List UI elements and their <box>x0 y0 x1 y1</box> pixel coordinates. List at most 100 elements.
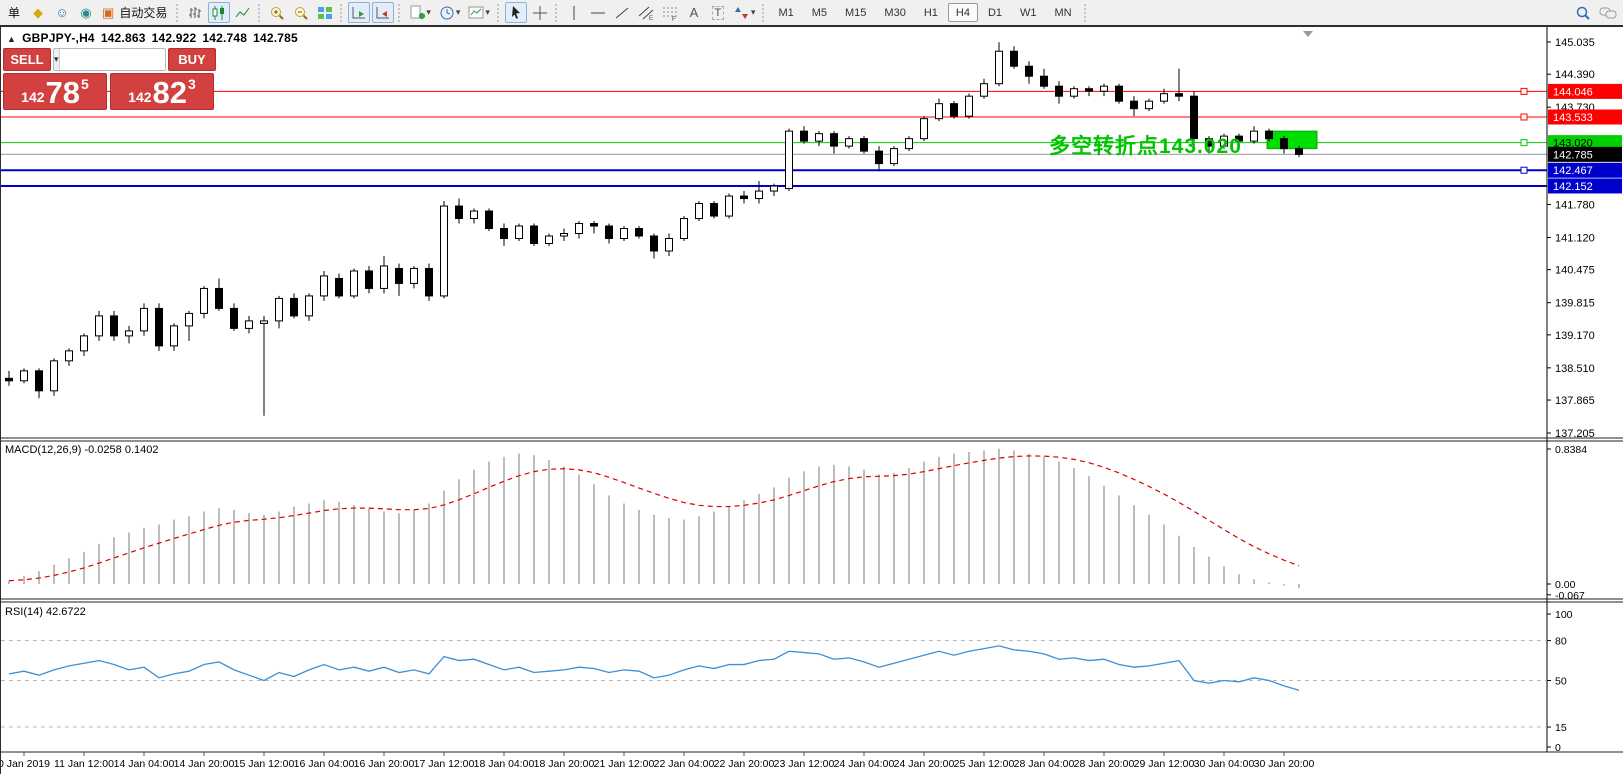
svg-text:29 Jan 12:00: 29 Jan 12:00 <box>1134 758 1195 770</box>
rsi-indicator-label: RSI(14) 42.6722 <box>5 606 86 618</box>
tf-mn[interactable]: MN <box>1054 6 1072 19</box>
tf-m30[interactable]: M30 <box>884 6 906 19</box>
search-icon[interactable] <box>1572 2 1594 23</box>
svg-text:28 Jan 04:00: 28 Jan 04:00 <box>1014 758 1075 770</box>
svg-text:0 Jan 2019: 0 Jan 2019 <box>1 758 50 770</box>
close-value: 142.785 <box>253 31 298 45</box>
low-value: 142.748 <box>202 31 248 45</box>
collapse-panel-icon[interactable]: ▲ <box>7 34 17 44</box>
line-chart-icon[interactable] <box>232 2 254 23</box>
auto-scroll-icon[interactable] <box>348 2 371 23</box>
svg-text:18 Jan 04:00: 18 Jan 04:00 <box>474 758 535 770</box>
svg-text:28 Jan 20:00: 28 Jan 20:00 <box>1074 758 1135 770</box>
periods-button[interactable]: ▾ <box>436 2 464 23</box>
tf-h1[interactable]: H1 <box>923 6 938 19</box>
buy-price-pips: 82 <box>152 75 188 110</box>
svg-text:22 Jan 04:00: 22 Jan 04:00 <box>654 758 715 770</box>
signals-icon[interactable]: ◉ <box>80 5 92 20</box>
svg-text:16 Jan 20:00: 16 Jan 20:00 <box>354 758 415 770</box>
vertical-line-icon[interactable] <box>563 2 585 23</box>
arrows-button[interactable]: ▾ <box>731 2 759 23</box>
tf-w1[interactable]: W1 <box>1020 6 1037 19</box>
zoom-out-icon[interactable] <box>290 2 312 23</box>
svg-text:80: 80 <box>1555 636 1567 648</box>
toolbar-grip <box>176 3 180 22</box>
svg-text:142.152: 142.152 <box>1553 181 1593 193</box>
svg-text:25 Jan 12:00: 25 Jan 12:00 <box>954 758 1015 770</box>
svg-text:139.815: 139.815 <box>1555 298 1595 310</box>
ohlc-header: ▲ GBPJPY-,H4 142.863 142.922 142.748 142.785 <box>7 31 304 45</box>
market-folder-icon: ▣ <box>102 5 115 20</box>
svg-text:137.865: 137.865 <box>1555 395 1595 407</box>
fibonacci-icon[interactable]: F <box>659 2 681 23</box>
tf-d1[interactable]: D1 <box>987 6 1003 19</box>
svg-text:145.035: 145.035 <box>1555 37 1595 49</box>
indicators-button[interactable]: ▾ <box>406 2 434 23</box>
toolbar-grip <box>496 3 501 22</box>
community-icon[interactable]: ☺ <box>55 5 69 20</box>
svg-text:141.780: 141.780 <box>1555 200 1595 212</box>
toolbar-grip <box>1083 3 1088 22</box>
svg-text:50: 50 <box>1555 676 1567 688</box>
svg-text:0: 0 <box>1555 742 1561 754</box>
crosshair-icon[interactable] <box>529 2 551 23</box>
svg-text:24 Jan 04:00: 24 Jan 04:00 <box>834 758 895 770</box>
order-book-icon[interactable]: ◆ <box>33 5 44 20</box>
buy-price-button[interactable]: 142 82 3 <box>110 73 214 110</box>
volume-decrease-button[interactable]: ▾ <box>54 49 60 70</box>
autotrading-button[interactable]: ▣ 自动交易 <box>99 2 172 23</box>
sell-price-button[interactable]: 142 78 5 <box>3 73 107 110</box>
cursor-icon[interactable] <box>504 2 527 23</box>
horizontal-line-icon[interactable] <box>587 2 609 23</box>
svg-text:0.00: 0.00 <box>1555 579 1576 591</box>
chart-shift-icon[interactable] <box>372 2 395 23</box>
candlestick-chart-icon[interactable] <box>208 2 231 23</box>
svg-text:0.8384: 0.8384 <box>1555 444 1587 456</box>
sell-button[interactable]: SELL <box>3 48 51 71</box>
new-order-button[interactable]: 单 <box>3 2 25 23</box>
toolbar-grip <box>554 3 559 22</box>
buy-price-point: 3 <box>188 76 196 92</box>
svg-text:144.046: 144.046 <box>1553 86 1593 98</box>
zoom-in-icon[interactable] <box>266 2 288 23</box>
tf-m5[interactable]: M5 <box>811 6 828 19</box>
svg-text:143.020: 143.020 <box>1553 138 1593 150</box>
svg-text:140.475: 140.475 <box>1555 265 1595 277</box>
buy-button[interactable]: BUY <box>168 48 216 71</box>
main-toolbar: 单 ◆ ☺ ◉ ▣ 自动交易 ▾ ▾ ▾ <box>0 0 1623 25</box>
sell-price-pips: 78 <box>45 75 81 110</box>
trendline-icon[interactable] <box>611 2 633 23</box>
dropdown-caret: ▾ <box>455 7 461 17</box>
svg-text:24 Jan 20:00: 24 Jan 20:00 <box>894 758 955 770</box>
volume-input[interactable] <box>59 49 165 70</box>
dropdown-caret: ▾ <box>485 7 490 17</box>
toolbar-grip <box>762 3 766 22</box>
bar-chart-icon[interactable] <box>184 2 206 23</box>
svg-text:15: 15 <box>1555 722 1567 734</box>
tf-m1[interactable]: M1 <box>778 6 794 19</box>
svg-text:22 Jan 20:00: 22 Jan 20:00 <box>714 758 775 770</box>
macd-indicator-label: MACD(12,26,9) -0.0258 0.1402 <box>5 444 159 456</box>
svg-text:141.120: 141.120 <box>1555 233 1595 245</box>
templates-button[interactable]: ▾ <box>465 2 493 23</box>
svg-text:137.205: 137.205 <box>1555 428 1595 440</box>
tf-h4[interactable]: H4 <box>947 3 978 22</box>
pivot-annotation: 多空转折点143.020 <box>1049 135 1242 158</box>
text-icon[interactable]: A <box>689 5 699 20</box>
tile-windows-icon[interactable] <box>314 2 336 23</box>
chart-canvas[interactable]: 145.035144.390143.730141.780141.120140.4… <box>1 27 1623 774</box>
svg-text:17 Jan 12:00: 17 Jan 12:00 <box>414 758 475 770</box>
dropdown-caret: ▾ <box>750 7 756 17</box>
chart-window: 145.035 144.390 143.730 141.780 141.120 140.4… <box>0 25 1623 774</box>
new-order-label: 单 <box>8 6 21 20</box>
open-value: 142.863 <box>100 31 146 45</box>
svg-text:144.390: 144.390 <box>1555 69 1595 81</box>
tf-m15[interactable]: M15 <box>845 6 867 19</box>
text-label-icon[interactable]: T <box>707 2 729 23</box>
chat-icon[interactable] <box>1596 2 1620 23</box>
equidistant-channel-icon[interactable]: E <box>635 2 657 23</box>
symbol-label: GBPJPY-,H4 <box>22 31 95 45</box>
svg-text:F: F <box>672 17 676 21</box>
svg-text:142.467: 142.467 <box>1553 165 1593 177</box>
